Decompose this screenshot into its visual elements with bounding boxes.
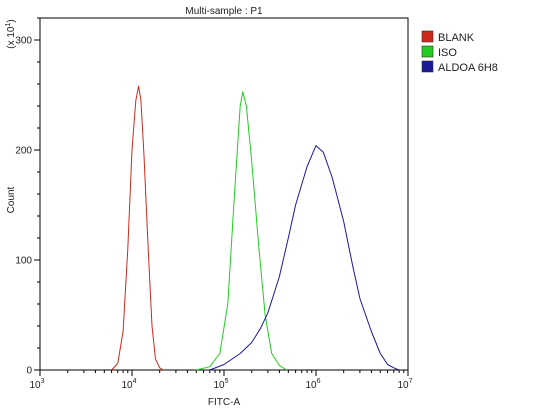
y-multiplier-prefix: (x 10: [6, 26, 17, 49]
y-tick-label: 300: [15, 36, 32, 47]
x-axis: 103 104 105 106 107: [29, 370, 413, 391]
series-layer: [111, 85, 400, 371]
x-tick-label: 103: [29, 378, 44, 391]
y-tick-label: 100: [15, 256, 32, 267]
x-tick-label: 107: [397, 378, 412, 391]
series-line-aldoa-6h8: [209, 145, 400, 371]
y-tick-label: 0: [26, 366, 32, 377]
y-multiplier-label: (x 101): [5, 19, 17, 48]
x-tick-label: 106: [305, 378, 320, 391]
y-multiplier-close: ): [6, 19, 17, 22]
x-tick-label: 104: [121, 378, 136, 391]
legend-swatch: [421, 30, 434, 43]
chart-title: Multi-sample : P1: [185, 6, 263, 17]
legend-label: ALDOA 6H8: [438, 62, 498, 74]
x-axis-label: FITC-A: [208, 397, 241, 408]
svg-text:(x 101): (x 101): [5, 19, 17, 48]
y-tick-label: 200: [15, 146, 32, 157]
series-line-blank: [111, 85, 164, 371]
legend-swatch: [421, 60, 434, 73]
y-axis: 0 100 200 300: [15, 17, 40, 377]
y-axis-label: Count: [6, 186, 17, 213]
legend-label: BLANK: [438, 32, 475, 44]
legend: BLANK ISO ALDOA 6H8: [421, 30, 498, 74]
y-multiplier-exp: 1: [5, 23, 12, 27]
legend-label: ISO: [438, 47, 457, 59]
legend-swatch: [421, 45, 434, 58]
x-tick-label: 105: [213, 378, 228, 391]
series-line-iso: [196, 91, 287, 371]
plot-frame: [39, 17, 409, 371]
